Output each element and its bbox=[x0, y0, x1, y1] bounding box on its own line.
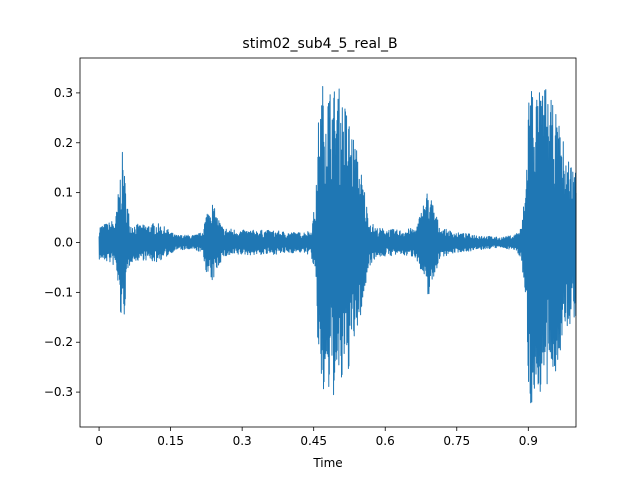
y-tick-label: 0.0 bbox=[54, 236, 73, 250]
x-axis-label: Time bbox=[312, 456, 342, 470]
y-tick-label: −0.3 bbox=[44, 385, 73, 399]
x-tick-label: 0.45 bbox=[300, 434, 327, 448]
x-tick-label: 0.75 bbox=[443, 434, 470, 448]
chart-title: stim02_sub4_5_real_B bbox=[242, 36, 397, 52]
x-tick-label: 0.9 bbox=[519, 434, 538, 448]
y-tick-label: 0.2 bbox=[54, 136, 73, 150]
x-tick-label: 0.6 bbox=[376, 434, 395, 448]
x-tick-label: 0 bbox=[95, 434, 103, 448]
waveform-series-line bbox=[98, 86, 577, 404]
plot-area bbox=[98, 86, 577, 404]
x-tick-label: 0.3 bbox=[233, 434, 252, 448]
x-tick-label: 0.15 bbox=[157, 434, 184, 448]
y-tick-label: −0.2 bbox=[44, 335, 73, 349]
y-axis: −0.3 −0.2 −0.1 0.0 0.1 0.2 0.3 bbox=[44, 86, 80, 399]
x-axis: 0 0.15 0.3 0.45 0.6 0.75 0.9 bbox=[95, 427, 538, 448]
y-tick-label: 0.1 bbox=[54, 186, 73, 200]
y-tick-label: 0.3 bbox=[54, 86, 73, 100]
y-tick-label: −0.1 bbox=[44, 285, 73, 299]
